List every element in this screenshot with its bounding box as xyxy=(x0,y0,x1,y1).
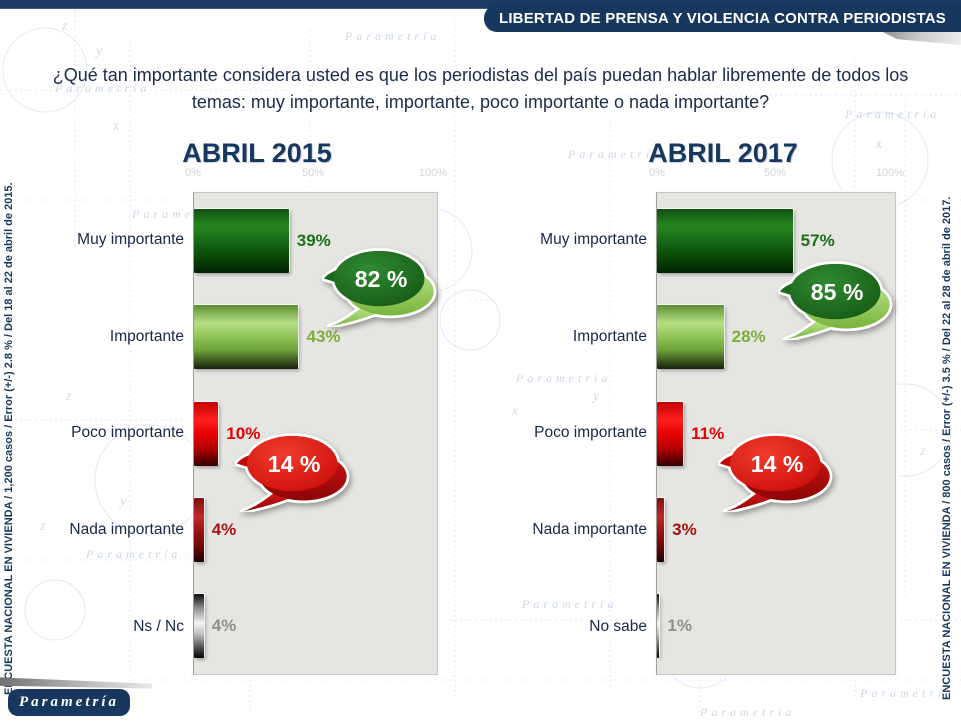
decor-letter: z xyxy=(919,444,926,459)
category-label: Muy importante xyxy=(77,231,184,249)
header-title: LIBERTAD DE PRENSA Y VIOLENCIA CONTRA PE… xyxy=(498,10,947,27)
value-label: 43% xyxy=(306,327,341,347)
category-label: Poco importante xyxy=(71,424,184,442)
value-label: 4% xyxy=(211,519,237,539)
parametria-logo: Parametría xyxy=(8,689,130,716)
banner-fold-decoration xyxy=(883,32,961,45)
axis-tick: 100% xyxy=(875,167,905,179)
callout-value: 82 % xyxy=(355,266,408,292)
value-label: 1% xyxy=(667,615,692,635)
footer-fold-decoration xyxy=(0,677,152,689)
category-label: Nada importante xyxy=(69,521,184,539)
value-label: 39% xyxy=(296,231,331,251)
bar-2015-importante xyxy=(194,305,299,370)
plot-area-2015: 39% 43% 10% 4% 4% xyxy=(193,192,438,675)
callout-value: 14 % xyxy=(268,451,321,477)
axis-tick: 0% xyxy=(185,167,201,179)
callout-red-2017: 14 % xyxy=(718,433,833,512)
category-label: Muy importante xyxy=(540,231,647,249)
value-label: 28% xyxy=(731,327,766,347)
decor-letter: y xyxy=(94,44,103,59)
category-label: Ns / Nc xyxy=(133,617,184,635)
chart-2015: Muy importante Importante Poco important… xyxy=(40,192,438,675)
value-label: 57% xyxy=(800,231,835,251)
axis-tick: 50% xyxy=(301,167,325,179)
decor-letter: x xyxy=(112,119,120,134)
value-label: 11% xyxy=(691,423,725,443)
axis-tick: 100% xyxy=(418,167,448,179)
top-strip xyxy=(0,0,961,9)
bar-2017-poco-importante xyxy=(657,401,684,466)
chart-title-2017: ABRIL 2017 xyxy=(648,138,798,168)
header-banner: LIBERTAD DE PRENSA Y VIOLENCIA CONTRA PE… xyxy=(484,5,961,32)
survey-question: ¿Qué tan importante considera usted es q… xyxy=(52,65,909,112)
callout-green-2017: 85 % xyxy=(778,261,893,340)
bar-2015-poco-importante xyxy=(194,401,219,466)
value-label: 3% xyxy=(672,519,697,539)
methodology-note-2015: ENCUESTA NACIONAL EN VIVIENDA / 1,200 ca… xyxy=(3,182,15,695)
bar-2015-nada-importante xyxy=(194,497,204,562)
callout-green-2015: 82 % xyxy=(322,248,437,327)
callout-red-2015: 14 % xyxy=(235,433,350,512)
bar-2017-no-sabe xyxy=(657,593,660,658)
bar-2017-importante xyxy=(657,305,724,370)
callout-value: 85 % xyxy=(811,279,864,305)
value-label: 10% xyxy=(226,423,261,443)
methodology-note-2017: ENCUESTA NACIONAL EN VIVIENDA / 800 caso… xyxy=(941,196,953,700)
decor-letter: z xyxy=(61,19,68,34)
chart-title-2015: ABRIL 2015 xyxy=(182,138,332,168)
axis-tick: 50% xyxy=(763,167,787,179)
category-label: Importante xyxy=(572,327,647,345)
watermark-text: Parametría xyxy=(344,29,440,43)
decor-letter: x xyxy=(875,137,883,152)
category-label: Nada importante xyxy=(532,521,647,539)
bar-2015-ns-nc xyxy=(194,593,204,658)
category-label: Poco importante xyxy=(534,424,647,442)
callout-value: 14 % xyxy=(751,451,804,477)
bar-2017-nada-importante xyxy=(657,497,665,562)
bar-2015-muy-importante xyxy=(194,209,289,274)
category-labels-2015: Muy importante Importante Poco important… xyxy=(40,192,186,675)
axis-tick: 0% xyxy=(649,167,665,179)
bar-2017-muy-importante xyxy=(657,209,793,274)
category-label: No sabe xyxy=(589,617,647,635)
category-label: Importante xyxy=(109,327,184,345)
value-label: 4% xyxy=(211,615,237,635)
logo-text: Parametría xyxy=(19,694,119,710)
category-labels-2017: Muy importante Importante Poco important… xyxy=(503,192,649,675)
watermark-text: Parametría xyxy=(699,705,795,719)
